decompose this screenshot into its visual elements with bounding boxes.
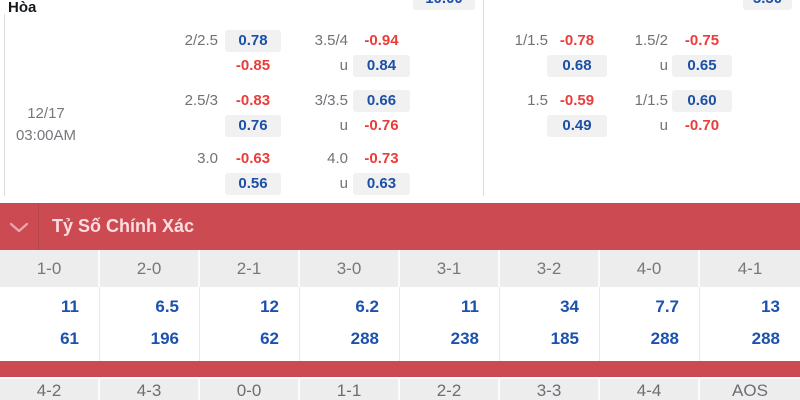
odds-value[interactable]: -0.85 xyxy=(235,57,271,74)
odds-value[interactable]: -0.83 xyxy=(235,92,271,109)
score-odds-value[interactable]: 13 xyxy=(761,297,780,316)
score-header: 4-1 xyxy=(700,250,800,287)
handicap-label: 2/2.5 xyxy=(184,32,218,49)
goal-line-label: 1/1.5 xyxy=(634,92,668,109)
handicap-label: 3.0 xyxy=(197,150,218,167)
goal-line-label: 1.5/2 xyxy=(634,32,668,49)
odds-value[interactable]: -0.94 xyxy=(364,32,399,49)
goal-line-label: 3.5/4 xyxy=(314,32,348,49)
odds-value[interactable]: 5.50 xyxy=(743,0,792,10)
draw-label: Hòa xyxy=(8,0,37,16)
odds-value[interactable]: 0.84 xyxy=(353,55,410,77)
odds-value[interactable]: 10.00 xyxy=(413,0,475,10)
header-separator xyxy=(38,203,39,250)
odds-value[interactable]: 0.66 xyxy=(353,90,410,112)
score-odds-cell: 6.2 288 xyxy=(300,287,400,361)
score-odds-value[interactable]: 11 xyxy=(61,297,79,316)
odds-value[interactable]: -0.75 xyxy=(684,32,720,49)
match-datetime: 12/17 03:00AM xyxy=(8,103,84,147)
odds-value[interactable]: -0.78 xyxy=(559,32,595,49)
handicap-label: 2.5/3 xyxy=(184,92,218,109)
score-odds-value[interactable]: 6.5 xyxy=(155,297,179,316)
correct-score-section-header[interactable]: Tỷ Số Chính Xác xyxy=(0,203,800,250)
score-header: AOS xyxy=(700,379,800,400)
score-odds-value[interactable]: 61 xyxy=(60,329,79,348)
score-header: 2-1 xyxy=(200,250,300,287)
score-header: 1-1 xyxy=(300,379,400,400)
odds-value[interactable]: -0.76 xyxy=(364,117,399,134)
under-label: u xyxy=(339,117,348,134)
score-header: 3-3 xyxy=(500,379,600,400)
red-divider-bar xyxy=(0,361,800,377)
match-date: 12/17 xyxy=(27,105,65,122)
score-odds-value[interactable]: 196 xyxy=(150,329,179,348)
score-odds-cell: 11 61 xyxy=(0,287,100,361)
under-label: u xyxy=(659,57,668,74)
odds-value[interactable]: 0.65 xyxy=(672,55,732,77)
panel-divider-line xyxy=(483,0,484,196)
odds-value[interactable]: -0.73 xyxy=(364,150,399,167)
handicap-label: 1/1.5 xyxy=(514,32,548,49)
odds-value[interactable]: -0.63 xyxy=(235,150,271,167)
score-odds-cell: 11 238 xyxy=(400,287,500,361)
score-odds-cell: 13 288 xyxy=(700,287,800,361)
score-header: 4-3 xyxy=(100,379,200,400)
score-odds-row: 11 61 6.5 196 12 62 6.2 288 11 238 34 18… xyxy=(0,287,800,361)
under-label: u xyxy=(339,175,348,192)
under-label: u xyxy=(339,57,348,74)
score-odds-value[interactable]: 288 xyxy=(350,329,379,348)
odds-value[interactable]: 0.56 xyxy=(225,173,281,195)
score-header-row: 1-0 2-0 2-1 3-0 3-1 3-2 4-0 4-1 xyxy=(0,250,800,287)
score-header: 3-1 xyxy=(400,250,500,287)
score-header: 1-0 xyxy=(0,250,100,287)
odds-value[interactable]: 0.49 xyxy=(547,115,607,137)
score-odds-value[interactable]: 185 xyxy=(550,329,579,348)
score-header: 4-2 xyxy=(0,379,100,400)
score-odds-value[interactable]: 12 xyxy=(260,297,279,316)
odds-value[interactable]: 0.60 xyxy=(672,90,732,112)
score-odds-value[interactable]: 7.7 xyxy=(655,297,679,316)
score-odds-value[interactable]: 34 xyxy=(560,297,579,316)
score-header: 2-2 xyxy=(400,379,500,400)
match-time: 03:00AM xyxy=(15,127,77,144)
score-odds-value[interactable]: 62 xyxy=(260,329,279,348)
score-odds-cell: 34 185 xyxy=(500,287,600,361)
goal-line-label: 4.0 xyxy=(327,150,348,167)
score-odds-value[interactable]: 288 xyxy=(650,329,679,348)
score-odds-value[interactable]: 6.2 xyxy=(355,297,379,316)
score-header: 4-4 xyxy=(600,379,700,400)
score-header: 0-0 xyxy=(200,379,300,400)
odds-value[interactable]: -0.70 xyxy=(684,117,720,134)
left-border-line xyxy=(4,14,5,196)
under-label: u xyxy=(659,117,668,134)
odds-value[interactable]: 0.68 xyxy=(547,55,607,77)
section-title: Tỷ Số Chính Xác xyxy=(52,216,195,236)
score-odds-cell: 7.7 288 xyxy=(600,287,700,361)
odds-value[interactable]: 0.63 xyxy=(353,173,410,195)
score-header: 2-0 xyxy=(100,250,200,287)
odds-value[interactable]: 0.76 xyxy=(225,115,281,137)
score-header-row-2: 4-2 4-3 0-0 1-1 2-2 3-3 4-4 AOS xyxy=(0,379,800,400)
score-odds-value[interactable]: 288 xyxy=(751,329,780,348)
goal-line-label: 3/3.5 xyxy=(314,92,348,109)
score-odds-cell: 12 62 xyxy=(200,287,300,361)
odds-value[interactable]: -0.59 xyxy=(559,92,595,109)
score-odds-value[interactable]: 11 xyxy=(461,297,479,316)
odds-value[interactable]: 0.78 xyxy=(225,30,281,52)
handicap-label: 1.5 xyxy=(527,92,548,109)
score-odds-value[interactable]: 238 xyxy=(450,329,479,348)
score-header: 4-0 xyxy=(600,250,700,287)
score-header: 3-2 xyxy=(500,250,600,287)
chevron-down-icon[interactable] xyxy=(9,222,29,233)
score-header: 3-0 xyxy=(300,250,400,287)
score-odds-cell: 6.5 196 xyxy=(100,287,200,361)
